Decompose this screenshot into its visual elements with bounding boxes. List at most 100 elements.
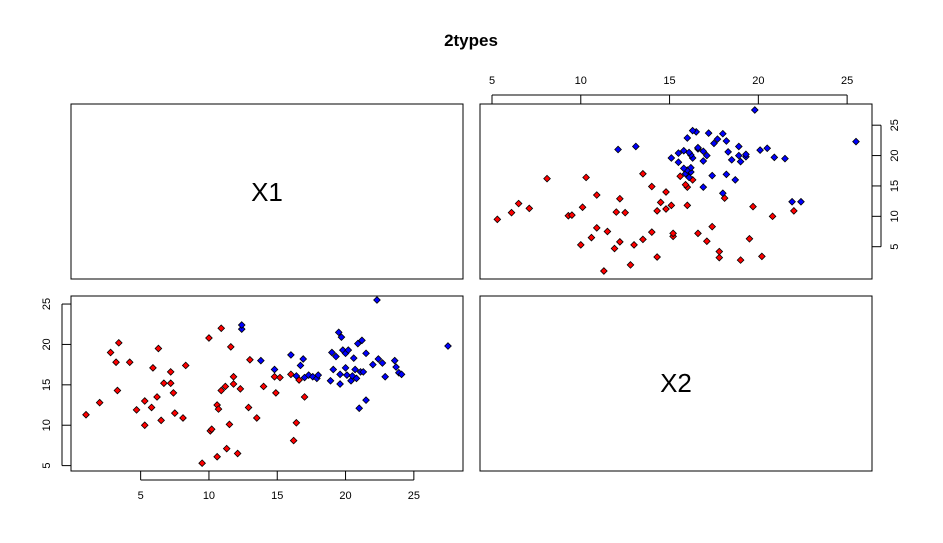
red-point: [647, 182, 656, 191]
blue-point: [614, 145, 622, 154]
red-point: [493, 215, 502, 224]
red-point: [676, 172, 685, 181]
blue-point: [237, 321, 246, 329]
panel-bottom-left-frame: [70, 295, 464, 472]
red-point: [225, 420, 234, 429]
red-point: [653, 253, 661, 261]
blue-point: [344, 346, 353, 354]
red-point: [207, 425, 216, 434]
red-point: [159, 379, 168, 388]
right-y-axis: 5 10 15 20 25: [872, 119, 901, 250]
bottom-axis-tick-label: 15: [271, 490, 283, 502]
red-point: [514, 199, 523, 208]
red-point: [656, 198, 665, 207]
blue-point: [724, 148, 733, 156]
red-point: [749, 202, 757, 211]
blue-point: [326, 376, 335, 385]
red-point: [198, 459, 206, 468]
blue-point: [362, 396, 370, 405]
red-point: [612, 208, 621, 216]
blue-point: [359, 368, 368, 376]
blue-point: [314, 371, 323, 379]
blue-point: [390, 356, 399, 365]
blue-point: [736, 157, 745, 166]
diagonal-label-x2: X2: [660, 368, 692, 398]
red-point: [647, 228, 656, 236]
red-point: [214, 405, 223, 413]
red-point: [221, 382, 230, 391]
red-point: [626, 261, 635, 269]
red-point: [592, 191, 601, 199]
red-point: [205, 334, 213, 342]
diagonal-label-x1: X1: [251, 177, 283, 207]
blue-point: [256, 356, 265, 365]
blue-point: [679, 146, 688, 155]
red-point: [525, 204, 534, 213]
red-point: [599, 267, 608, 275]
scatter-points-bottom-left: [82, 296, 452, 468]
blue-point: [358, 336, 366, 345]
blue-point: [237, 325, 246, 333]
blue-point: [702, 151, 711, 160]
blue-point: [679, 164, 688, 173]
left-axis-tick-label: 5: [41, 463, 53, 469]
red-point: [667, 201, 676, 210]
left-axis-tick-label: 15: [41, 379, 53, 391]
red-point: [166, 379, 175, 388]
red-point: [170, 409, 179, 417]
blue-point: [685, 173, 693, 182]
blue-point: [750, 106, 759, 114]
blue-point: [731, 176, 740, 184]
red-point: [246, 355, 254, 364]
red-point: [153, 393, 161, 401]
left-y-axis: 5 10 15 20 25: [41, 298, 71, 469]
red-point: [169, 389, 178, 397]
red-point: [125, 358, 134, 367]
panel-top-right-frame: [479, 103, 873, 280]
blue-point: [373, 296, 381, 304]
red-point: [106, 348, 115, 357]
red-point: [615, 237, 624, 246]
red-point: [226, 342, 235, 351]
red-point: [669, 229, 677, 238]
blue-point: [718, 129, 727, 138]
red-point: [181, 361, 190, 370]
red-point: [758, 252, 766, 261]
red-point: [745, 234, 754, 243]
top-axis-tick-label: 5: [489, 75, 495, 87]
blue-point: [852, 137, 860, 146]
red-point: [300, 393, 309, 401]
red-point: [694, 229, 702, 238]
red-point: [140, 397, 149, 405]
blue-point: [788, 197, 796, 206]
top-axis-tick-label: 10: [575, 75, 587, 87]
red-point: [236, 385, 245, 393]
red-point: [222, 444, 231, 453]
red-point: [95, 398, 104, 407]
red-point: [789, 206, 798, 215]
red-point: [736, 256, 745, 264]
red-point: [603, 227, 612, 236]
blue-point: [397, 370, 406, 379]
blue-point: [713, 135, 722, 144]
blue-point: [734, 142, 743, 151]
scatter-points-top-right: [493, 106, 860, 275]
chart-title: 2types: [444, 31, 498, 50]
blue-point: [742, 150, 750, 159]
blue-point: [287, 351, 295, 359]
red-point: [592, 223, 601, 232]
red-point: [112, 358, 120, 367]
blue-point: [337, 333, 346, 342]
blue-point: [334, 328, 343, 337]
red-point: [662, 205, 670, 213]
blue-point: [378, 359, 387, 367]
red-point: [702, 237, 711, 246]
red-point: [507, 208, 516, 217]
blue-point: [699, 157, 708, 165]
red-point: [113, 386, 122, 395]
red-point: [610, 244, 619, 253]
red-point: [272, 389, 280, 397]
blue-point: [304, 371, 313, 379]
blue-point: [351, 365, 359, 374]
